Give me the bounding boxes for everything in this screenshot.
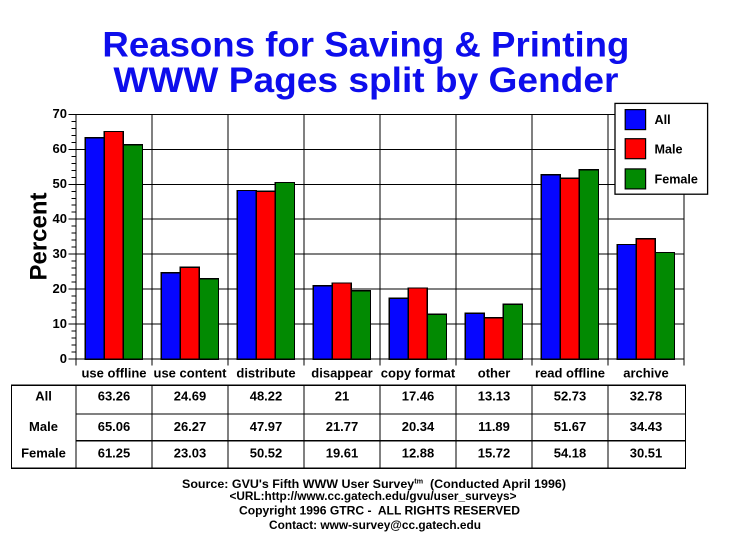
svg-text:Male: Male: [655, 142, 683, 156]
svg-text:read offline: read offline: [535, 365, 605, 380]
svg-text:All: All: [35, 388, 52, 403]
svg-text:63.26: 63.26: [98, 388, 131, 403]
svg-text:50.52: 50.52: [250, 445, 283, 460]
svg-text:32.78: 32.78: [630, 388, 663, 403]
svg-text:Source: GVU's Fifth WWW User S: Source: GVU's Fifth WWW User Survey tm (C…: [182, 477, 566, 491]
svg-text:20: 20: [53, 281, 67, 296]
svg-text:30: 30: [53, 246, 67, 261]
svg-text:70: 70: [53, 106, 67, 121]
svg-text:All: All: [655, 113, 671, 127]
svg-text:47.97: 47.97: [250, 419, 283, 434]
svg-text:65.06: 65.06: [98, 419, 131, 434]
svg-text:Reasons for Saving & Printing: Reasons for Saving & Printing: [102, 26, 629, 65]
svg-text:Percent: Percent: [26, 192, 53, 280]
svg-text:Male: Male: [29, 419, 58, 434]
svg-text:0: 0: [60, 351, 67, 366]
svg-text:distribute: distribute: [236, 365, 295, 380]
svg-text:other: other: [478, 365, 511, 380]
svg-text:use offline: use offline: [81, 365, 146, 380]
svg-text:WWW Pages split by Gender: WWW Pages split by Gender: [113, 61, 618, 100]
svg-text:12.88: 12.88: [402, 445, 435, 460]
svg-text:Female: Female: [655, 173, 698, 187]
svg-text:52.73: 52.73: [554, 388, 587, 403]
svg-text:Copyright 1996 GTRC - ALL RIG: Copyright 1996 GTRC - ALL RIGHTS RESERVE…: [239, 504, 520, 518]
svg-text:26.27: 26.27: [174, 419, 207, 434]
svg-text:15.72: 15.72: [478, 445, 511, 460]
svg-text:20.34: 20.34: [402, 419, 435, 434]
svg-text:17.46: 17.46: [402, 388, 435, 403]
svg-text:60: 60: [53, 141, 67, 156]
svg-text:24.69: 24.69: [174, 388, 207, 403]
svg-text:61.25: 61.25: [98, 445, 131, 460]
svg-text:19.61: 19.61: [326, 445, 359, 460]
svg-text:11.89: 11.89: [478, 419, 510, 434]
svg-text:Female: Female: [21, 445, 66, 460]
svg-text:<URL:http://www.cc.gatech.edu/: <URL:http://www.cc.gatech.edu/gvu/user_s…: [230, 489, 517, 503]
svg-text:51.67: 51.67: [554, 419, 587, 434]
svg-text:50: 50: [53, 176, 67, 191]
svg-text:archive: archive: [623, 365, 669, 380]
svg-text:10: 10: [53, 316, 67, 331]
svg-text:21.77: 21.77: [326, 419, 359, 434]
svg-text:30.51: 30.51: [630, 445, 663, 460]
svg-text:13.13: 13.13: [478, 388, 511, 403]
svg-text:use content: use content: [154, 365, 228, 380]
svg-text:54.18: 54.18: [554, 445, 587, 460]
svg-text:40: 40: [53, 211, 67, 226]
svg-text:23.03: 23.03: [174, 445, 207, 460]
svg-text:21: 21: [335, 388, 349, 403]
svg-text:34.43: 34.43: [630, 419, 663, 434]
svg-text:copy format: copy format: [381, 365, 456, 380]
svg-text:Contact: www-survey@cc.gatech.: Contact: www-survey@cc.gatech.edu: [269, 518, 481, 532]
svg-text:48.22: 48.22: [250, 388, 283, 403]
svg-text:disappear: disappear: [311, 365, 372, 380]
